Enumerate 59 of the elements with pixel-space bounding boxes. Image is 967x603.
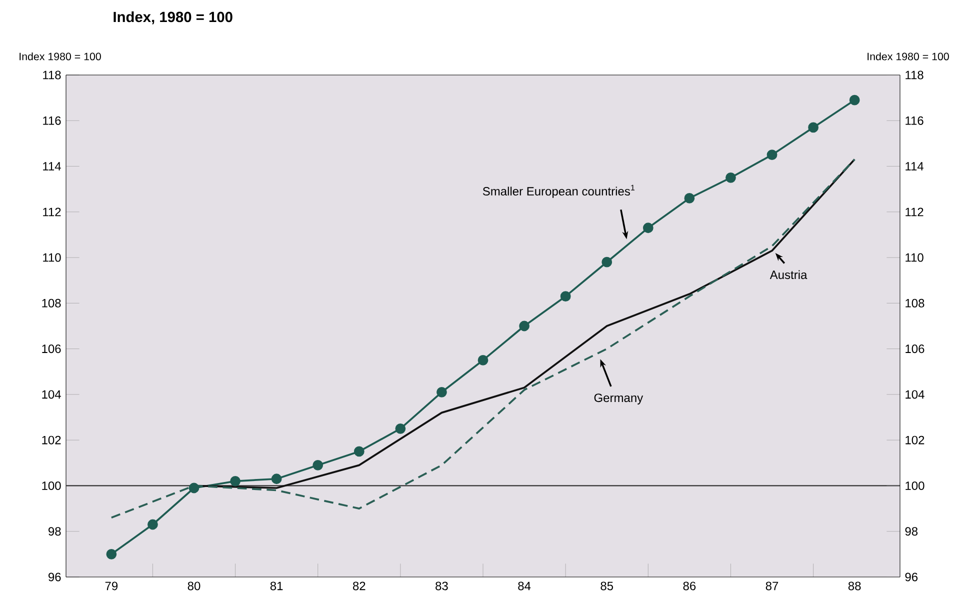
series-label: Austria (770, 270, 808, 280)
y-tick-label: 104 (42, 390, 61, 399)
y2-tick-label: 104 (906, 390, 924, 399)
text: Smaller European countries$^{1}$ (482, 184, 635, 198)
y2-tick-label: 98 (905, 527, 918, 536)
y-tick-label: 110 (43, 253, 61, 262)
y-tick-label: 118 (43, 70, 61, 80)
point (766, 150, 778, 160)
y2-axis-title: Index 1980 = 100 (868, 52, 949, 60)
point (436, 386, 447, 398)
point (519, 320, 530, 332)
point (560, 291, 571, 302)
y-tick-label: 98 (48, 527, 61, 536)
y2-tick-label: 108 (906, 298, 924, 308)
y-tick-label: 108 (42, 298, 61, 308)
y2-tick-label: 102 (906, 436, 924, 444)
point (148, 519, 158, 530)
x-tick-label: 88 (848, 582, 861, 590)
point (312, 460, 324, 470)
point (684, 193, 695, 204)
text: Germany (594, 394, 644, 404)
x-tick-label: 81 (270, 582, 283, 590)
x-tick-label: 79 (105, 582, 118, 590)
x-tick-label: 83 (436, 582, 448, 590)
point (849, 94, 860, 106)
y-tick-label: 116 (43, 116, 61, 125)
y-tick-label: 100 (42, 481, 61, 490)
y-tick-label: 102 (42, 436, 61, 444)
y-tick-label: 96 (48, 572, 61, 582)
y2-tick-label: 116 (906, 116, 924, 125)
point (395, 423, 406, 434)
y2-tick-label: 110 (906, 253, 924, 262)
y2-tick-label: 96 (905, 572, 918, 582)
point (478, 355, 488, 366)
x-tick-label: 85 (600, 582, 614, 590)
y2-tick-label: 100 (906, 481, 924, 490)
y-tick-label: 114 (43, 162, 61, 170)
x-tick-label: 86 (683, 582, 696, 590)
x-tick-label: 82 (352, 582, 366, 590)
point (726, 172, 736, 183)
y-axis-title: Index 1980 = 100 (20, 52, 101, 60)
point (354, 446, 364, 457)
point (188, 482, 200, 494)
y2-tick-label: 106 (906, 344, 924, 354)
point (230, 476, 240, 486)
y2-tick-label: 118 (906, 70, 924, 80)
y2-tick-label: 112 (906, 208, 924, 216)
y-tick-label: 112 (43, 208, 61, 216)
x-tick-label: 84 (518, 582, 531, 590)
y-tick-label: 106 (42, 344, 61, 354)
chart-title: Index, 1980 = 100 (114, 11, 232, 24)
point (106, 548, 117, 560)
y2-tick-label: 114 (906, 162, 924, 170)
x-tick-label: 87 (766, 582, 778, 590)
point (808, 122, 818, 133)
point (602, 256, 612, 268)
x-tick-label: 80 (188, 582, 200, 590)
point (271, 474, 282, 484)
point (642, 222, 654, 234)
